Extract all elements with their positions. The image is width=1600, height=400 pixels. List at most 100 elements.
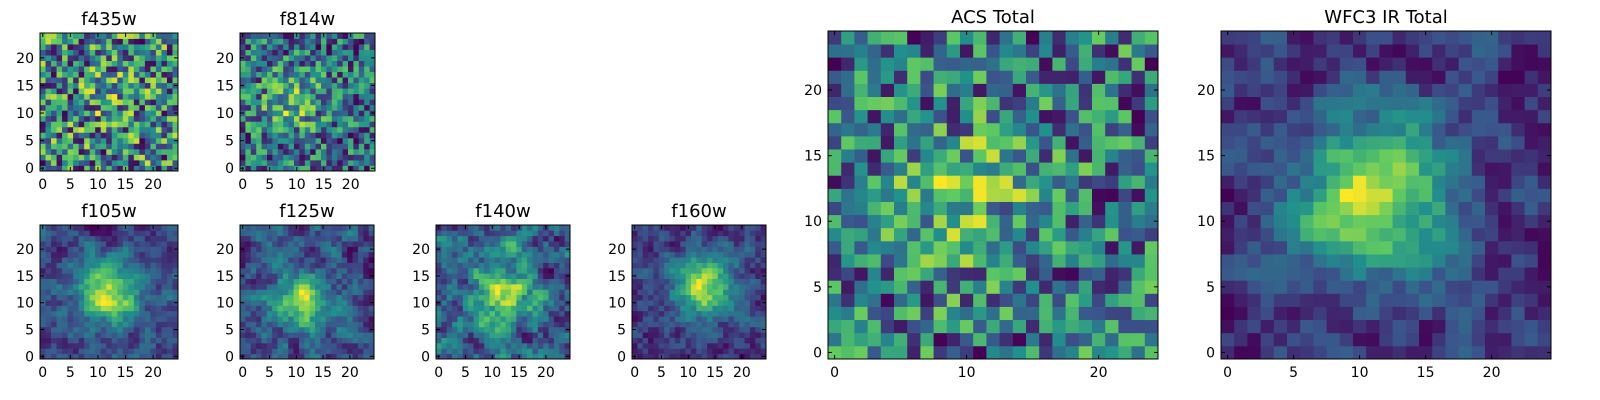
heatmap-cell (516, 273, 523, 279)
heatmap-cell (277, 294, 284, 301)
heatmap-cell (933, 332, 948, 347)
heatmap-cell (760, 225, 767, 231)
heatmap-cell (1012, 135, 1027, 150)
heatmap-cell (680, 283, 686, 290)
heatmap-cell (95, 246, 102, 253)
heatmap-cell (701, 257, 708, 263)
heatmap-cell (172, 332, 179, 338)
heatmap-cell (277, 154, 284, 161)
heatmap-cell (680, 337, 686, 344)
heatmap-cell (946, 31, 961, 45)
heatmap-cell (1339, 175, 1354, 189)
heatmap-cell (45, 55, 52, 61)
heatmap-cell (494, 251, 501, 258)
heatmap-cell (548, 342, 555, 349)
heatmap-cell (446, 262, 453, 269)
heatmap-cell (521, 257, 528, 263)
heatmap-cell (1379, 332, 1393, 347)
heatmap-cell (478, 283, 485, 290)
heatmap-cell (828, 319, 842, 334)
heatmap-cell (527, 348, 533, 355)
heatmap-cell (642, 289, 649, 296)
heatmap-cell (128, 321, 135, 328)
heatmap-cell (256, 82, 262, 89)
heatmap-cell (1105, 31, 1119, 45)
heatmap-cell (537, 230, 544, 237)
heatmap-cell (166, 241, 173, 247)
heatmap-cell (478, 316, 485, 322)
heatmap-cell (309, 321, 316, 328)
heatmap-cell (733, 230, 740, 237)
heatmap-cell (73, 246, 80, 253)
heatmap-cell (648, 337, 654, 344)
heatmap-cell (106, 110, 113, 117)
heatmap-cell (315, 93, 322, 100)
heatmap-cell (723, 235, 729, 242)
heatmap-cell (369, 154, 376, 161)
heatmap-cell (304, 310, 311, 317)
heatmap-cell (648, 278, 654, 285)
heatmap-cell (1078, 201, 1093, 216)
heatmap-cell (357, 342, 364, 349)
heatmap-cell (122, 337, 129, 344)
heatmap-cell (1392, 201, 1407, 216)
heatmap-cell (250, 49, 257, 56)
heatmap-cell (548, 337, 555, 344)
heatmap-cell (288, 165, 295, 172)
heatmap-cell (245, 353, 252, 360)
heatmap-cell (45, 230, 52, 237)
heatmap-cell (106, 121, 113, 128)
heatmap-cell (755, 267, 762, 274)
heatmap-cell (155, 337, 162, 344)
heatmap-cell (277, 342, 284, 349)
heatmap-cell (960, 96, 974, 111)
heatmap-cell (321, 88, 327, 95)
heatmap-cell (707, 294, 713, 301)
heatmap-cell (161, 104, 168, 111)
heatmap-cell (1247, 280, 1261, 294)
heatmap-cell (106, 60, 113, 67)
heatmap-cell (642, 353, 649, 360)
heatmap-cell (933, 201, 948, 216)
heatmap-cell (357, 225, 364, 231)
heatmap-cell (1105, 332, 1119, 347)
heatmap-cell (155, 241, 162, 247)
heatmap-cell (516, 235, 523, 242)
heatmap-cell (283, 121, 289, 128)
heatmap-cell (1065, 122, 1080, 137)
heatmap-cell (347, 251, 353, 258)
heatmap-cell (685, 321, 692, 328)
heatmap-cell (907, 254, 921, 268)
heatmap-cell (690, 225, 697, 231)
heatmap-cell (521, 262, 528, 269)
heatmap-cell (369, 44, 376, 50)
heatmap-cell (321, 66, 327, 73)
heatmap-cell (468, 342, 474, 349)
heatmap-cell (111, 154, 118, 161)
heatmap-cell (304, 159, 311, 166)
heatmap-cell (294, 159, 300, 166)
heatmap-cell (117, 305, 124, 312)
heatmap-cell (245, 126, 252, 133)
heatmap-cell (341, 310, 348, 317)
heatmap-cell (288, 115, 295, 122)
heatmap-cell (45, 251, 52, 258)
heatmap-cell (100, 143, 107, 150)
heatmap-cell (139, 121, 146, 128)
heatmap-cell (144, 246, 151, 253)
heatmap-cell (293, 278, 300, 285)
heatmap-cell (484, 278, 490, 285)
heatmap-cell (1039, 280, 1053, 294)
heatmap-cell (1432, 175, 1446, 189)
heatmap-cell (353, 132, 360, 139)
heatmap-cell (867, 267, 882, 281)
heatmap-cell (56, 77, 63, 84)
heatmap-cell (841, 162, 855, 176)
y-tick-label: 15 (16, 78, 34, 94)
heatmap-cell (1432, 280, 1446, 294)
heatmap-cell (553, 348, 560, 355)
heatmap-cell (1419, 293, 1433, 307)
heatmap-cell (245, 267, 252, 274)
heatmap-cell (867, 44, 882, 58)
heatmap-cell (1511, 188, 1525, 202)
